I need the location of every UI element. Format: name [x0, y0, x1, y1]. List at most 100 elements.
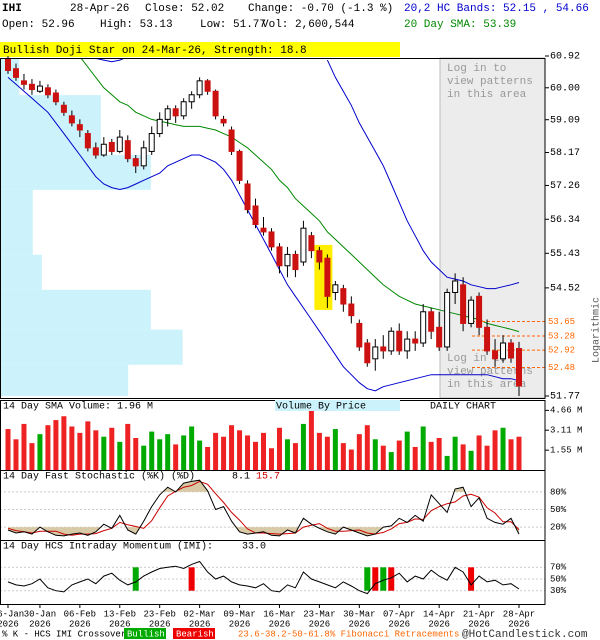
- x-tick-year: 2026: [149, 619, 171, 629]
- candle-body: [460, 284, 467, 324]
- volume-bar: [476, 435, 482, 470]
- bullish-box: [124, 628, 166, 639]
- x-tick-label: 23-Mar: [303, 609, 335, 619]
- volume-bar: [324, 436, 330, 470]
- fib-label: 52.48: [548, 363, 575, 373]
- candle-body: [404, 338, 411, 352]
- bearish-box: [173, 628, 215, 639]
- bullish-signal: [380, 567, 387, 591]
- candle-body: [420, 311, 427, 344]
- volume-bar: [332, 429, 338, 470]
- volume-bar: [117, 441, 123, 470]
- candle-body: [444, 291, 451, 348]
- candle-body: [100, 143, 107, 156]
- vbp-bar: [1, 189, 33, 255]
- y-tick-label: 59.09: [550, 115, 580, 126]
- locked-note: Log in to: [447, 353, 506, 365]
- candle-body: [492, 350, 499, 360]
- candle-body: [268, 231, 275, 248]
- locked-area: [439, 57, 546, 399]
- volume-bar: [340, 443, 346, 470]
- volume-bar: [77, 432, 83, 470]
- candle-body: [316, 250, 323, 263]
- volume-bar: [149, 431, 155, 470]
- volume-bar: [221, 436, 227, 470]
- stochastic-d: [7, 480, 520, 536]
- bullish-label: Bullish: [127, 629, 165, 639]
- volume-bar: [189, 426, 195, 470]
- imi-last: 33.0: [242, 542, 266, 553]
- candle-body: [220, 118, 227, 124]
- candle-body: [388, 330, 395, 352]
- candle-body: [324, 257, 331, 297]
- candle-body: [52, 92, 59, 103]
- volume-bar: [388, 452, 394, 470]
- low: Low: 51.77: [200, 19, 266, 31]
- x-tick-label: 30-Mar: [343, 609, 375, 619]
- candle-body: [196, 80, 203, 96]
- candle-body: [236, 150, 243, 181]
- candle-body: [300, 227, 307, 263]
- bearish-signal: [388, 567, 395, 591]
- locked-note: in this area: [447, 89, 527, 101]
- imi-line: [7, 560, 520, 595]
- volume-bar: [109, 427, 115, 470]
- volume-bar: [308, 409, 314, 470]
- candle-body: [84, 133, 91, 149]
- x-tick-label: 21-Apr: [463, 609, 495, 619]
- bearish-signal: [188, 567, 195, 591]
- candle-body: [36, 85, 43, 92]
- volume-value: Vol: 2,600,544: [262, 19, 355, 31]
- candle-body: [28, 83, 35, 91]
- volume-bar: [21, 423, 27, 470]
- x-tick-label: 26-Jan: [0, 609, 24, 619]
- x-tick-year: 2026: [468, 619, 490, 629]
- date: 28-Apr-26: [70, 3, 129, 15]
- candle-body: [348, 303, 355, 317]
- x-tick-year: 2026: [109, 619, 131, 629]
- volume-tick-label: 1.55 M: [550, 446, 582, 456]
- volume-bar: [452, 436, 458, 470]
- volume-tick-label: 3.11 M: [550, 426, 582, 436]
- x-tick-label: 16-Mar: [263, 609, 295, 619]
- open: Open: 52.96: [2, 19, 75, 31]
- volume-bar: [205, 446, 211, 470]
- x-tick-year: 2026: [29, 619, 51, 629]
- d-last: 15.7: [256, 472, 280, 483]
- locked-note: in this area: [447, 379, 527, 391]
- candle-body: [436, 326, 443, 348]
- imi-frame: [0, 540, 546, 605]
- volume-bar: [396, 440, 402, 470]
- volume-bar: [29, 443, 35, 470]
- volume-bar: [37, 434, 43, 470]
- candle-body: [92, 147, 99, 156]
- candle-body: [252, 205, 259, 225]
- imi-title: 14 Day HCS Intraday Momentum (IMI):: [3, 541, 213, 553]
- volume-bar: [484, 445, 490, 470]
- x-tick-year: 2026: [0, 619, 19, 629]
- volume-bar: [197, 440, 203, 470]
- volume-bar: [101, 436, 107, 470]
- fib-label: 52.92: [548, 345, 575, 355]
- y-tick-label: 56.34: [550, 215, 580, 226]
- candle-body: [188, 94, 195, 103]
- volume-bar: [61, 416, 67, 470]
- volume-bar: [508, 439, 514, 470]
- volume-bar: [300, 423, 306, 470]
- candle-body: [364, 342, 371, 364]
- stochastic-title: 14 Day Fast Stochastic (%K) (%D): [3, 471, 195, 483]
- candle-body: [164, 108, 171, 120]
- vbp-label-bg: [275, 400, 400, 411]
- volume-bar: [436, 438, 442, 470]
- y-tick-label: 54.52: [550, 284, 580, 295]
- volume-bar: [261, 432, 266, 470]
- candle-body: [284, 253, 291, 267]
- legend-label: % K - HCS IMI Crossover:: [2, 629, 132, 639]
- candle-body: [12, 68, 19, 78]
- stochastic-k: [7, 479, 520, 537]
- k-last: 8.1: [232, 472, 250, 483]
- banner-bg: [0, 42, 400, 57]
- volume-bar: [284, 439, 290, 470]
- x-tick-label: 30-Jan: [24, 609, 56, 619]
- close: Close: 52.02: [145, 3, 224, 15]
